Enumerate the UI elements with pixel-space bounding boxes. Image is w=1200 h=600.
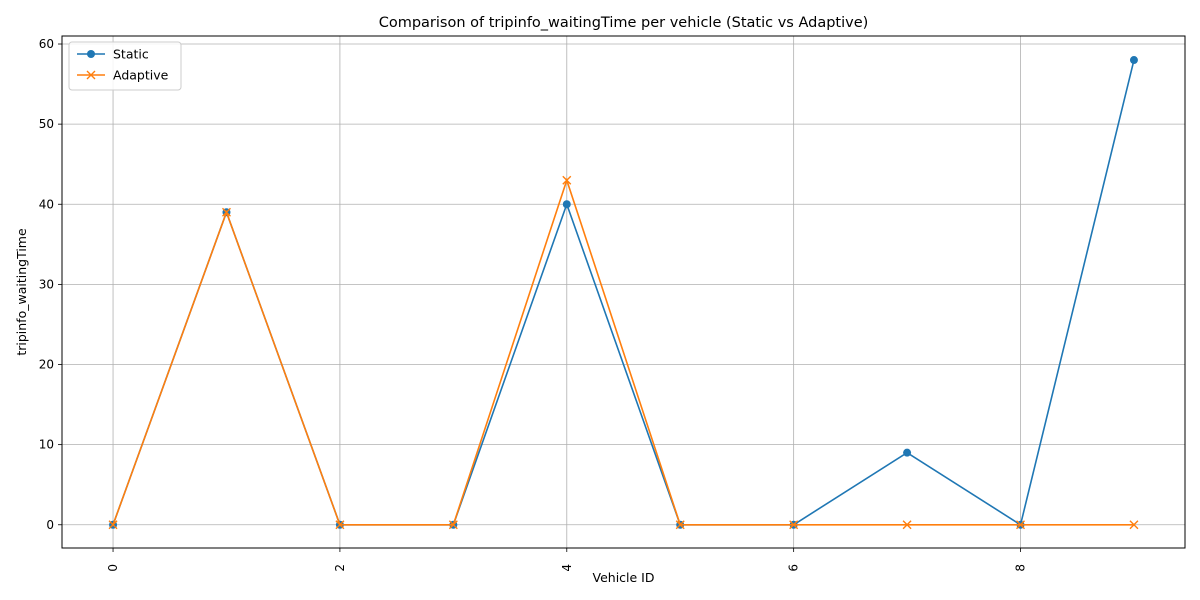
legend-marker (86, 70, 96, 80)
x-axis-label: Vehicle ID (593, 570, 655, 585)
data-point (448, 520, 458, 530)
data-point (221, 207, 231, 217)
data-point (789, 520, 799, 530)
legend-marker (87, 50, 95, 58)
data-point (1016, 520, 1026, 530)
y-axis-ticks: 0 10 20 30 40 50 60 (39, 37, 62, 532)
x-tick-label: 6 (787, 564, 801, 572)
x-tick-label: 4 (560, 564, 574, 572)
x-tick-label: 2 (333, 564, 347, 572)
x-axis-ticks: 0 2 4 6 8 (106, 548, 1028, 572)
data-point (902, 520, 912, 530)
data-point (903, 448, 912, 457)
legend: Static Adaptive (68, 41, 182, 91)
legend-item: Adaptive (77, 68, 169, 83)
chart-title: Comparison of tripinfo_waitingTime per v… (379, 15, 869, 31)
x-tick-label: 8 (1014, 564, 1028, 572)
series-adaptive (108, 175, 1139, 530)
y-tick-label: 30 (39, 277, 54, 291)
series-layer (108, 56, 1139, 530)
legend-item: Static (77, 47, 149, 62)
y-axis-label: tripinfo_waitingTime (14, 228, 29, 356)
legend-label: Static (113, 47, 149, 62)
x-tick-label: 0 (106, 564, 120, 572)
series-line (112, 59, 1135, 527)
y-tick-label: 50 (39, 117, 54, 131)
data-point (675, 520, 685, 530)
data-point (562, 175, 572, 185)
y-tick-label: 20 (39, 358, 54, 372)
data-point (562, 200, 571, 209)
data-point (335, 520, 345, 530)
data-point (1129, 520, 1139, 530)
grid (62, 36, 1185, 548)
y-tick-label: 0 (46, 518, 54, 532)
y-tick-label: 60 (39, 37, 54, 51)
legend-label: Adaptive (113, 68, 169, 83)
series-line (112, 177, 1134, 526)
data-point (1129, 56, 1138, 65)
y-tick-label: 10 (39, 438, 54, 452)
data-point (108, 520, 118, 530)
series-static (109, 56, 1138, 529)
y-tick-label: 40 (39, 197, 54, 211)
plot-frame (61, 35, 1186, 549)
